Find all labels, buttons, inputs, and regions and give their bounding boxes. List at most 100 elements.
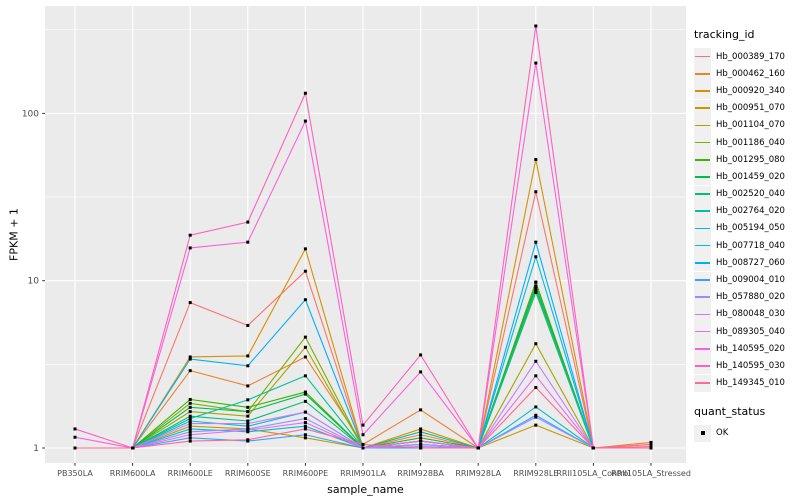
series-color-line-icon <box>695 313 710 316</box>
x-tick-label: RRIM901LA <box>340 469 386 478</box>
legend-item-Hb_007718_040: Hb_007718_040 <box>694 237 798 255</box>
data-point <box>419 370 423 374</box>
data-point <box>188 397 192 401</box>
data-point <box>534 289 538 293</box>
data-point <box>188 439 192 443</box>
x-tick-label: RRIM928BA <box>397 469 444 478</box>
data-point <box>361 433 365 437</box>
series-color-line-icon <box>695 262 710 264</box>
data-point <box>591 446 595 450</box>
legend-item-label: Hb_002520_040 <box>716 189 785 200</box>
data-point <box>303 91 307 95</box>
data-point <box>303 427 307 431</box>
legend-item-label: Hb_005194_050 <box>716 223 785 234</box>
legend-key-swatch <box>694 340 711 358</box>
data-point <box>303 436 307 440</box>
data-point <box>246 240 250 244</box>
series-color-line-icon <box>695 227 710 230</box>
legend-item-label: Hb_001459_020 <box>716 171 785 182</box>
data-point <box>534 280 538 284</box>
data-point <box>649 442 653 446</box>
data-point <box>246 428 250 432</box>
data-point <box>188 430 192 434</box>
data-point <box>419 446 423 450</box>
data-point <box>188 357 192 361</box>
data-point <box>534 255 538 259</box>
legend-item-Hb_005194_050: Hb_005194_050 <box>694 219 798 237</box>
data-point <box>419 433 423 437</box>
y-tick-label: 10 <box>28 277 40 287</box>
legend-quant-status: quant_status OK <box>694 405 798 442</box>
data-point <box>246 220 250 224</box>
data-point <box>534 158 538 162</box>
data-point <box>361 423 365 427</box>
legend-item-label: Hb_089305_040 <box>716 326 785 337</box>
series-color-line-icon <box>695 244 710 247</box>
series-color-line-icon <box>695 330 710 333</box>
legend-item-label: Hb_080048_030 <box>716 309 785 320</box>
data-point <box>246 323 250 327</box>
data-point <box>419 353 423 357</box>
legend-item-Hb_001459_020: Hb_001459_020 <box>694 168 798 186</box>
x-tick-label: RRIM600LA <box>110 469 156 478</box>
legend-item-Hb_009004_010: Hb_009004_010 <box>694 271 798 289</box>
black-square-icon <box>700 431 705 436</box>
data-point <box>303 424 307 428</box>
legend-item-label: Hb_007718_040 <box>716 240 785 251</box>
x-tick-label: RRII105LA_Stressed <box>611 469 691 478</box>
x-tick-label: RRIM600PE <box>283 469 329 478</box>
x-tick-label: RRIM928LA <box>455 469 501 478</box>
data-point <box>534 415 538 419</box>
data-point <box>419 436 423 440</box>
legend-key-swatch <box>694 219 711 237</box>
series-color-line-icon <box>695 141 710 144</box>
data-point <box>534 385 538 389</box>
data-point <box>534 342 538 346</box>
legend-key-swatch <box>694 134 711 152</box>
data-point <box>188 417 192 421</box>
data-point <box>246 410 250 414</box>
legend-item-label: Hb_009004_010 <box>716 275 785 286</box>
data-point <box>649 440 653 444</box>
data-point <box>534 240 538 244</box>
data-point <box>534 24 538 28</box>
data-point <box>303 433 307 437</box>
data-point <box>246 398 250 402</box>
data-point <box>303 247 307 251</box>
legend-item-label: Hb_001295_080 <box>716 154 785 165</box>
data-point <box>303 374 307 378</box>
data-point <box>188 436 192 440</box>
legend-item-Hb_089305_040: Hb_089305_040 <box>694 323 798 341</box>
data-point <box>361 442 365 446</box>
legend-item-label: Hb_057880_020 <box>716 292 785 303</box>
data-point <box>303 355 307 359</box>
data-point <box>419 442 423 446</box>
data-point <box>534 284 538 288</box>
data-point <box>649 446 653 450</box>
legend-key-swatch <box>694 185 711 203</box>
data-point <box>534 61 538 65</box>
data-point <box>188 419 192 423</box>
data-point <box>188 414 192 418</box>
data-point <box>188 355 192 359</box>
data-point <box>188 410 192 414</box>
legend-items: Hb_000389_170 Hb_000462_160 Hb_000920_340 H… <box>694 48 798 392</box>
legend-key-swatch <box>694 288 711 306</box>
legend-item-label: Hb_149345_010 <box>716 378 785 389</box>
series-color-line-icon <box>695 382 710 384</box>
legend-key-swatch <box>694 65 711 83</box>
data-point <box>188 405 192 409</box>
data-point <box>246 384 250 388</box>
legend-item-Hb_140595_020: Hb_140595_020 <box>694 340 798 358</box>
legend: tracking_id Hb_000389_170 Hb_000462_160 Hb… <box>694 28 798 442</box>
y-tick-label: 100 <box>22 109 39 119</box>
x-tick-label: RRIM600LE <box>168 469 213 478</box>
data-point <box>73 435 77 439</box>
legend-item-label: Hb_002764_020 <box>716 206 785 217</box>
legend-key-swatch <box>694 305 711 323</box>
data-point <box>534 413 538 417</box>
series-color-line-icon <box>695 107 710 109</box>
legend-item-ok: OK <box>694 424 798 442</box>
